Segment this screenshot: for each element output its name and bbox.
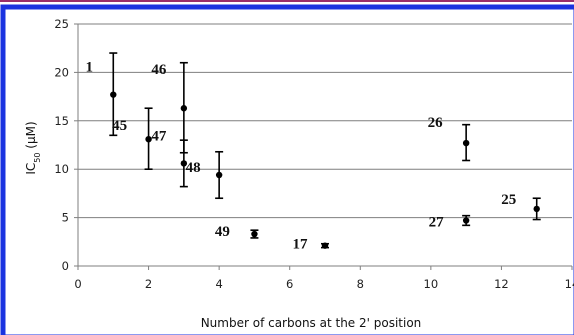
y-tick-label-15: 15 (54, 114, 69, 128)
x-tick-label-2: 2 (145, 277, 152, 291)
y-tick-label-25: 25 (54, 17, 69, 31)
y-tick-label-5: 5 (62, 211, 69, 225)
data-point-45 (145, 135, 152, 143)
point-label-1: 1 (86, 60, 94, 76)
data-point-27 (462, 217, 470, 224)
y-axis-title-sub: 50 (33, 153, 42, 163)
point-label-17: 17 (293, 237, 309, 253)
x-tick-label-0: 0 (74, 277, 81, 291)
y-axis-title-unit: (μM) (24, 121, 38, 152)
y-tick-label-10: 10 (54, 162, 69, 176)
data-point-1 (110, 91, 117, 98)
point-label-26: 26 (428, 115, 444, 131)
gridlines (74, 23, 572, 267)
point-label-45: 45 (112, 118, 127, 134)
data-point-49 (251, 230, 258, 238)
y-tick-label-20: 20 (54, 65, 69, 79)
x-tick-label-12: 12 (494, 277, 509, 291)
data-point-26 (462, 139, 470, 147)
data-point-25 (533, 205, 540, 213)
x-tick-label-6: 6 (286, 277, 293, 291)
x-tick-label-8: 8 (357, 277, 364, 291)
point-label-48: 48 (186, 160, 201, 176)
y-tick-labels: 0 5 10 15 20 25 (54, 17, 69, 273)
y-tick-label-0: 0 (62, 259, 69, 273)
point-label-49: 49 (215, 224, 230, 240)
chart-frame (0, 4, 574, 335)
data-point-46 (180, 105, 188, 112)
data-points (110, 91, 540, 249)
x-tick-label-14: 14 (565, 277, 574, 291)
point-label-47: 47 (151, 128, 167, 144)
data-point-47 (180, 160, 188, 167)
x-tick-label-10: 10 (424, 277, 439, 291)
point-labels: 1 45 46 47 48 49 17 26 27 25 (86, 60, 517, 253)
y-axis-title: IC50 (μM) (24, 121, 42, 174)
axes (77, 24, 573, 270)
point-label-25: 25 (501, 192, 516, 208)
data-point-17 (321, 242, 329, 249)
x-tick-label-4: 4 (215, 277, 222, 291)
data-point-48 (215, 171, 223, 179)
y-axis-title-main: IC (24, 163, 38, 175)
x-tick-labels: 0 2 4 6 8 10 12 14 (74, 277, 574, 291)
point-label-27: 27 (429, 215, 445, 231)
point-label-46: 46 (151, 62, 167, 78)
x-axis-title: Number of carbons at the 2' position (201, 316, 422, 330)
